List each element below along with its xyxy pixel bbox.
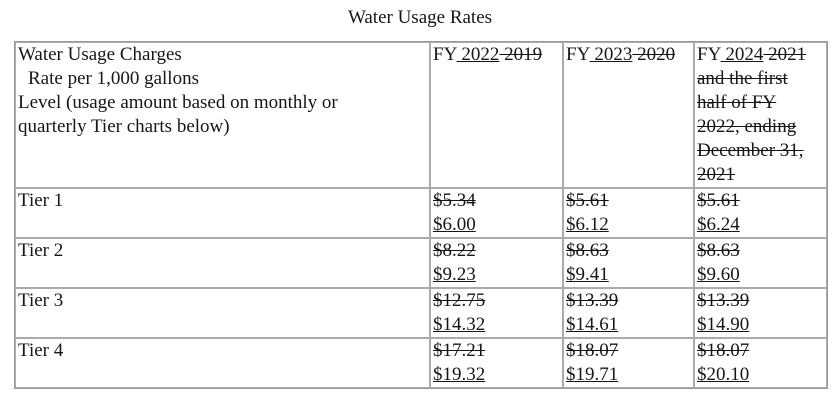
rate-new-value: $6.12 bbox=[566, 214, 609, 235]
rate-old-value: $5.61 bbox=[697, 190, 740, 211]
header-line-level-2: quarterly Tier charts below) bbox=[18, 116, 230, 137]
rate-cell: $5.61 $6.12 bbox=[563, 188, 694, 238]
tier-label: Tier 3 bbox=[18, 290, 64, 311]
table-row-tier-4: Tier 4 $17.21 $19.32 $18.07 $19.71 $18.0… bbox=[15, 338, 827, 388]
rate-new-value: $6.24 bbox=[697, 214, 740, 235]
rate-old-value: $13.39 bbox=[566, 290, 619, 311]
fy-prefix: FY bbox=[566, 44, 590, 65]
fy-deleted-text-line: December 31, bbox=[697, 140, 804, 161]
tier-label: Tier 4 bbox=[18, 340, 64, 361]
rate-cell: $18.07 $19.71 bbox=[563, 338, 694, 388]
page-title: Water Usage Rates bbox=[347, 7, 493, 28]
rate-cell: $8.63 $9.60 bbox=[694, 238, 827, 288]
rate-cell: $12.75 $14.32 bbox=[430, 288, 563, 338]
rate-new-value: $6.00 bbox=[433, 214, 476, 235]
fy-deleted-text-line: half of FY bbox=[697, 92, 777, 113]
fy-deleted-year: 2021 bbox=[763, 44, 807, 65]
rate-new-value: $14.90 bbox=[697, 314, 750, 335]
fy-deleted-text-line: and the first bbox=[697, 68, 788, 89]
table-row-tier-2: Tier 2 $8.22 $9.23 $8.63 $9.41 $8.63 $9.… bbox=[15, 238, 827, 288]
fy-inserted-year: 2024 bbox=[720, 44, 764, 65]
rate-cell: $17.21 $19.32 bbox=[430, 338, 563, 388]
fy-2024-first-line: FY 2024 2021 bbox=[697, 43, 824, 67]
rate-old-value: $18.07 bbox=[697, 340, 750, 361]
rate-new-value: $14.32 bbox=[433, 314, 486, 335]
rate-new-value: $19.71 bbox=[566, 364, 619, 385]
rate-cell: $13.39 $14.90 bbox=[694, 288, 827, 338]
fy-prefix: FY bbox=[433, 44, 457, 65]
rate-old-value: $5.61 bbox=[566, 190, 609, 211]
tier-label-cell: Tier 4 bbox=[15, 338, 430, 388]
header-cell-fy-2024: FY 2024 2021 and the first half of FY 20… bbox=[694, 42, 827, 188]
rate-old-value: $17.21 bbox=[433, 340, 486, 361]
fy-inserted-year: 2023 bbox=[589, 44, 633, 65]
header-line-charges: Water Usage Charges bbox=[18, 44, 182, 65]
rate-old-value: $18.07 bbox=[566, 340, 619, 361]
rate-cell: $8.63 $9.41 bbox=[563, 238, 694, 288]
rate-new-value: $9.23 bbox=[433, 264, 476, 285]
tier-label-cell: Tier 3 bbox=[15, 288, 430, 338]
fy-deleted-text-line: 2021 bbox=[697, 164, 735, 185]
table-row-tier-1: Tier 1 $5.34 $6.00 $5.61 $6.12 $5.61 $6.… bbox=[15, 188, 827, 238]
rate-old-value: $5.34 bbox=[433, 190, 476, 211]
rate-old-value: $12.75 bbox=[433, 290, 486, 311]
tier-label: Tier 1 bbox=[18, 190, 64, 211]
tier-label: Tier 2 bbox=[18, 240, 64, 261]
fy-deleted-text-line: 2022, ending bbox=[697, 116, 797, 137]
rate-old-value: $8.63 bbox=[697, 240, 740, 261]
fy-deleted-year: 2020 bbox=[632, 44, 676, 65]
header-cell-description: Water Usage Charges Rate per 1,000 gallo… bbox=[15, 42, 430, 188]
fy-deleted-year: 2019 bbox=[499, 44, 543, 65]
rate-old-value: $8.63 bbox=[566, 240, 609, 261]
rate-old-value: $8.22 bbox=[433, 240, 476, 261]
tier-label-cell: Tier 2 bbox=[15, 238, 430, 288]
table-header-row: Water Usage Charges Rate per 1,000 gallo… bbox=[15, 42, 827, 188]
rate-new-value: $14.61 bbox=[566, 314, 619, 335]
table-row-tier-3: Tier 3 $12.75 $14.32 $13.39 $14.61 $13.3… bbox=[15, 288, 827, 338]
header-cell-fy-2023: FY 2023 2020 bbox=[563, 42, 694, 188]
header-line-level-1: Level (usage amount based on monthly or bbox=[18, 92, 338, 113]
rate-cell: $13.39 $14.61 bbox=[563, 288, 694, 338]
rate-cell: $18.07 $20.10 bbox=[694, 338, 827, 388]
rate-old-value: $13.39 bbox=[697, 290, 750, 311]
fy-inserted-year: 2022 bbox=[456, 44, 500, 65]
rate-cell: $8.22 $9.23 bbox=[430, 238, 563, 288]
rate-cell: $5.34 $6.00 bbox=[430, 188, 563, 238]
tier-label-cell: Tier 1 bbox=[15, 188, 430, 238]
rate-new-value: $9.60 bbox=[697, 264, 740, 285]
rate-cell: $5.61 $6.24 bbox=[694, 188, 827, 238]
rate-new-value: $9.41 bbox=[566, 264, 609, 285]
fy-prefix: FY bbox=[697, 44, 721, 65]
header-cell-fy-2022: FY 2022 2019 bbox=[430, 42, 563, 188]
rate-new-value: $20.10 bbox=[697, 364, 750, 385]
header-line-rate: Rate per 1,000 gallons bbox=[28, 68, 199, 89]
rate-new-value: $19.32 bbox=[433, 364, 486, 385]
water-usage-rates-table: Water Usage Charges Rate per 1,000 gallo… bbox=[14, 41, 828, 389]
